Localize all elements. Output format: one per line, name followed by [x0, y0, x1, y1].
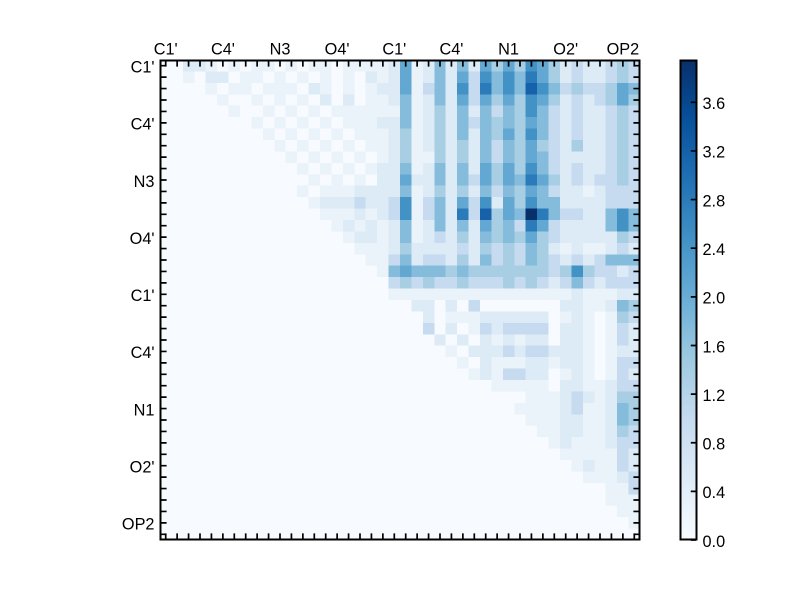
- svg-text:C4': C4': [131, 116, 155, 134]
- svg-text:OP2: OP2: [607, 41, 640, 59]
- svg-text:N1: N1: [498, 41, 519, 59]
- svg-text:N3: N3: [270, 41, 291, 59]
- svg-text:OP2: OP2: [122, 516, 155, 534]
- svg-text:C4': C4': [439, 41, 463, 59]
- svg-text:O2': O2': [130, 459, 155, 477]
- svg-text:C1': C1': [382, 41, 406, 59]
- svg-text:2.0: 2.0: [703, 290, 726, 308]
- svg-text:3.2: 3.2: [703, 144, 726, 162]
- svg-text:2.8: 2.8: [703, 192, 726, 210]
- svg-text:0.0: 0.0: [703, 533, 726, 551]
- svg-text:0.4: 0.4: [703, 484, 726, 502]
- svg-text:C1': C1': [131, 59, 155, 77]
- svg-text:C4': C4': [211, 41, 235, 59]
- svg-text:O4': O4': [130, 230, 155, 248]
- svg-text:1.2: 1.2: [703, 387, 726, 405]
- svg-text:0.8: 0.8: [703, 436, 726, 454]
- svg-text:1.6: 1.6: [703, 338, 726, 356]
- svg-text:2.4: 2.4: [703, 241, 726, 259]
- svg-text:N1: N1: [134, 401, 155, 419]
- svg-text:O2': O2': [553, 41, 578, 59]
- svg-text:C1': C1': [131, 287, 155, 305]
- svg-text:C4': C4': [131, 344, 155, 362]
- svg-text:C1': C1': [154, 41, 178, 59]
- svg-text:3.6: 3.6: [703, 95, 726, 113]
- svg-text:N3: N3: [134, 173, 155, 191]
- svg-text:O4': O4': [325, 41, 350, 59]
